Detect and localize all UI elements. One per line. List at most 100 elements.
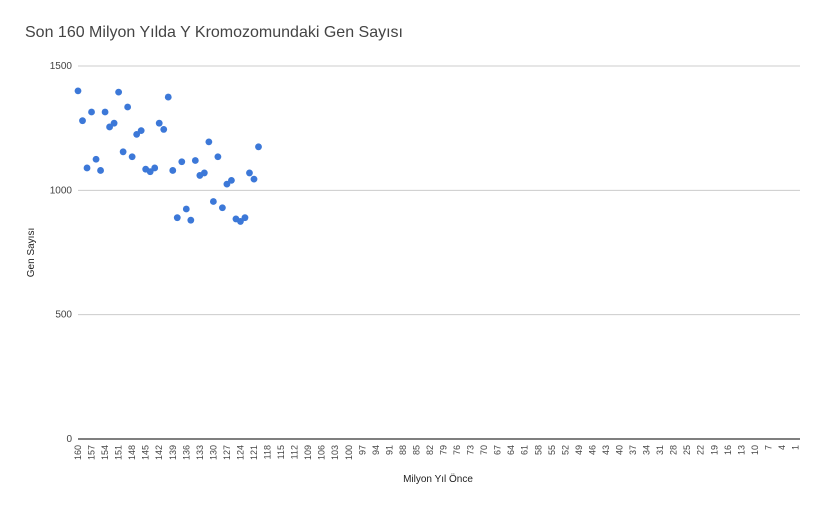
y-tick-label: 500 [55, 310, 72, 321]
data-point [187, 216, 195, 224]
data-point [88, 108, 95, 116]
data-point [169, 167, 177, 174]
y-tick-labels: 0 500 1000 1500 [50, 61, 73, 445]
x-tick-label: 52 [560, 445, 570, 455]
x-tick-label: 121 [249, 445, 259, 460]
x-tick-label: 145 [141, 445, 151, 460]
data-point [115, 88, 123, 96]
data-point [250, 175, 258, 183]
x-tick-label: 28 [669, 445, 679, 455]
data-point [182, 205, 190, 213]
x-tick-label: 91 [384, 445, 394, 455]
y-tick-label: 1000 [50, 185, 73, 196]
data-point [255, 143, 262, 151]
x-tick-label: 133 [195, 445, 205, 460]
x-tick-label: 127 [222, 445, 232, 460]
x-tick-label: 43 [601, 445, 611, 455]
x-tick-label: 112 [290, 445, 300, 459]
x-tick-label: 88 [398, 445, 408, 455]
data-points [74, 87, 262, 225]
x-tick-labels: 160 157 154 151 148 145 142 139 136 133 130 127 124 1… [73, 445, 800, 460]
x-tick-label: 103 [330, 445, 340, 460]
x-tick-label: 19 [709, 445, 719, 455]
data-point [209, 198, 217, 205]
data-point [119, 148, 127, 156]
x-tick-label: 16 [723, 445, 733, 455]
x-tick-label: 154 [100, 445, 110, 460]
data-point [205, 138, 213, 146]
data-point [178, 158, 186, 166]
x-tick-label: 115 [276, 445, 286, 459]
chart-title: Son 160 Milyon Yılda Y Kromozomundaki Ge… [25, 24, 403, 41]
x-tick-label: 10 [750, 445, 760, 455]
x-tick-label: 109 [303, 445, 313, 460]
data-point [97, 167, 104, 174]
x-tick-label: 73 [466, 445, 476, 455]
data-point [151, 164, 159, 172]
data-point [164, 93, 172, 101]
x-tick-label: 46 [587, 445, 597, 455]
x-tick-label: 49 [574, 445, 584, 455]
data-point [128, 153, 136, 161]
y-tick-label: 0 [66, 434, 72, 445]
x-tick-label: 160 [73, 445, 83, 460]
x-tick-label: 157 [87, 445, 97, 460]
data-point [101, 108, 109, 116]
x-tick-label: 82 [425, 445, 435, 455]
data-point [106, 123, 113, 131]
x-tick-label: 61 [520, 445, 530, 455]
x-tick-label: 22 [696, 445, 706, 455]
data-point [214, 153, 222, 161]
data-point [133, 130, 141, 138]
x-tick-label: 4 [777, 445, 787, 450]
data-point [146, 168, 154, 176]
x-tick-label: 40 [615, 445, 625, 455]
data-point [92, 155, 100, 163]
x-tick-label: 13 [736, 445, 746, 455]
x-axis-title: Milyon Yıl Önce [403, 473, 473, 485]
x-tick-label: 130 [208, 445, 218, 460]
data-point [83, 164, 91, 172]
x-tick-label: 70 [479, 445, 489, 455]
x-tick-label: 67 [493, 445, 503, 455]
x-tick-label: 136 [181, 445, 191, 460]
x-tick-label: 97 [357, 445, 367, 455]
x-tick-label: 106 [317, 445, 327, 460]
x-tick-label: 142 [154, 445, 164, 460]
data-point [79, 117, 86, 125]
data-point [110, 119, 118, 127]
data-point [74, 87, 82, 95]
x-tick-label: 139 [168, 445, 178, 460]
data-point [155, 119, 163, 127]
data-point [160, 126, 168, 133]
x-tick-label: 25 [682, 445, 692, 455]
x-tick-label: 124 [235, 445, 245, 460]
data-point [191, 157, 199, 164]
data-point [137, 127, 145, 135]
data-point [200, 169, 208, 177]
x-tick-label: 151 [114, 445, 124, 460]
x-tick-label: 118 [263, 445, 273, 459]
x-tick-label: 7 [763, 445, 773, 450]
data-point [241, 214, 249, 222]
x-tick-label: 31 [655, 445, 665, 455]
data-point [223, 180, 231, 188]
x-tick-label: 79 [439, 445, 449, 455]
x-tick-label: 85 [411, 445, 421, 455]
x-tick-label: 58 [533, 445, 543, 455]
x-tick-label: 34 [642, 445, 652, 455]
x-tick-label: 94 [371, 445, 381, 455]
data-point [124, 103, 132, 111]
data-point [228, 176, 235, 184]
x-tick-label: 100 [344, 445, 354, 460]
y-axis-title: Gen Sayısı [26, 228, 37, 277]
data-point [237, 218, 244, 225]
x-tick-label: 1 [790, 445, 800, 450]
gridlines [78, 65, 800, 316]
x-tick-label: 148 [127, 445, 137, 460]
x-tick-label: 55 [547, 445, 557, 455]
x-tick-label: 64 [506, 445, 516, 455]
data-point [219, 204, 226, 212]
x-tick-label: 76 [452, 445, 462, 455]
